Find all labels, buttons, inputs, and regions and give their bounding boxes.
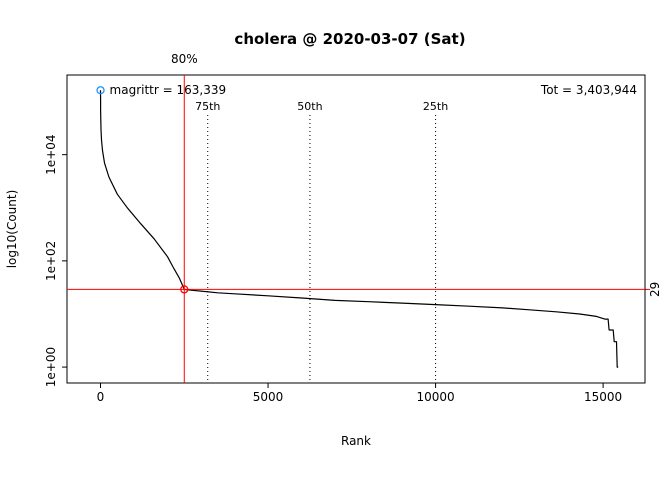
rank-count-curve [99, 90, 619, 368]
x-tick-label: 15000 [584, 390, 622, 404]
magrittr-point-marker [96, 86, 105, 95]
x-tick-label: 0 [97, 390, 105, 404]
percentile-label: 50th [297, 100, 322, 113]
y-tick-label: 1e+04 [44, 134, 58, 174]
x-axis-title: Rank [341, 434, 371, 448]
x-tick-label: 5000 [253, 390, 284, 404]
plot-border-box [66, 74, 646, 384]
percentile-guides: 75th 50th 25th [195, 100, 448, 383]
y-tick-label: 1e+00 [44, 347, 58, 387]
magrittr-count-label: magrittr = 163,339 [110, 83, 227, 97]
x-tick-label: 10000 [416, 390, 454, 404]
y-axis-title: log10(Count) [5, 190, 19, 269]
threshold-intersection-marker [180, 285, 189, 294]
threshold-80pct-label: 80% [171, 52, 198, 66]
plot-title: cholera @ 2020-03-07 (Sat) [234, 30, 465, 48]
percentile-label: 25th [423, 100, 448, 113]
total-downloads-label: Tot = 3,403,944 [540, 83, 637, 97]
percentile-label: 75th [195, 100, 220, 113]
y-tick-label: 1e+02 [44, 241, 58, 281]
threshold-count-value-label: 29 [648, 282, 662, 297]
axis-ticks: 0 5000 10000 15000 1e+00 1e+02 1e+04 [44, 134, 650, 404]
